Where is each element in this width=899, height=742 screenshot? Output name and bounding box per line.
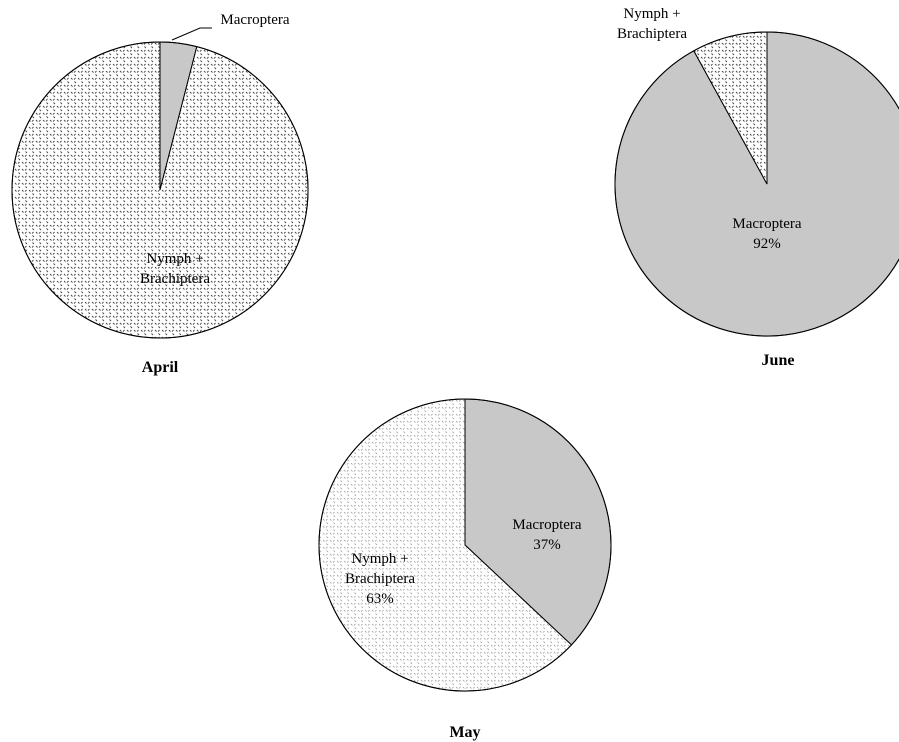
pie-outline — [318, 398, 612, 692]
pie-june: Macroptera 92% Nymph + Brachiptera June — [614, 6, 899, 369]
pie-april: Macroptera Nymph + Brachiptera April — [11, 12, 309, 376]
slice-label: Macroptera 92% — [732, 216, 801, 252]
pie-slice-nymph-brachiptera — [11, 41, 309, 339]
slice-label: Macroptera — [220, 12, 289, 28]
pie-outline — [614, 31, 899, 337]
slice-label: Macroptera 37% — [512, 517, 581, 553]
pie-outline — [11, 41, 309, 339]
slice-label: Nymph + Brachiptera — [140, 251, 210, 287]
leader-line — [171, 27, 212, 41]
pie-title: June — [762, 352, 795, 369]
slice-label: Nymph + Brachiptera 63% — [345, 551, 415, 607]
slice-label: Nymph + Brachiptera — [617, 6, 687, 42]
pie-may: Macroptera 37% Nymph + Brachiptera 63% May — [318, 398, 612, 741]
pie-title: May — [449, 724, 480, 741]
pie-title: April — [142, 359, 179, 376]
